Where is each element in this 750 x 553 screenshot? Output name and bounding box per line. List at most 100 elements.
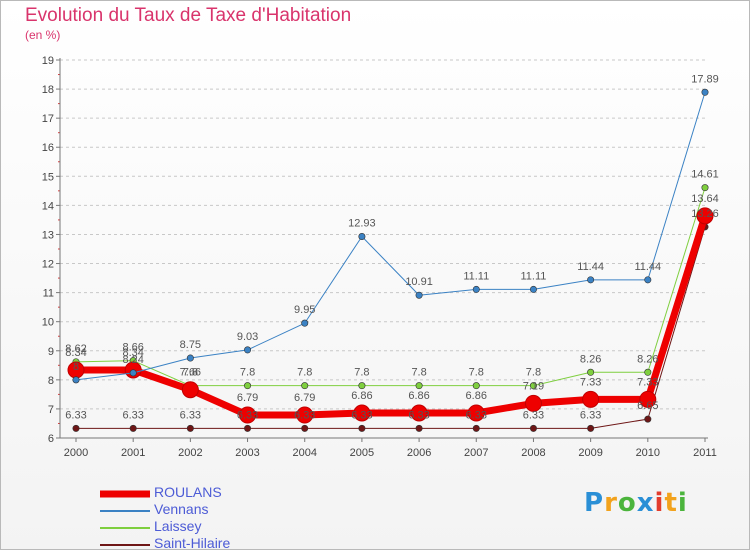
data-label: 11.44 bbox=[577, 261, 604, 273]
legend-swatch bbox=[100, 490, 150, 497]
data-label: 6.33 bbox=[294, 409, 315, 421]
y-tick-label: 16 bbox=[42, 142, 54, 154]
data-label: 6.33 bbox=[580, 409, 601, 421]
x-tick-label: 2006 bbox=[407, 447, 431, 459]
data-point bbox=[186, 354, 194, 362]
x-tick-label: 2003 bbox=[235, 447, 259, 459]
data-label: 9.03 bbox=[237, 331, 258, 343]
logo-letter: t bbox=[664, 488, 678, 518]
series-group bbox=[67, 88, 714, 432]
data-point bbox=[239, 406, 257, 424]
data-point bbox=[415, 382, 423, 390]
data-label: 6.33 bbox=[122, 409, 143, 421]
legend-label: Saint-Hilaire bbox=[154, 535, 231, 551]
data-point bbox=[696, 207, 714, 225]
data-point bbox=[72, 424, 80, 432]
data-label: 11.44 bbox=[634, 261, 661, 273]
x-tick-label: 2000 bbox=[64, 447, 88, 459]
data-point bbox=[701, 184, 709, 192]
x-tick-label: 2005 bbox=[350, 447, 374, 459]
data-label: 7.33 bbox=[637, 376, 658, 388]
data-label: 9.95 bbox=[294, 304, 315, 316]
unit-label: (en %) bbox=[25, 28, 61, 42]
data-point bbox=[472, 424, 480, 432]
data-point bbox=[72, 376, 80, 384]
data-label: 7.8 bbox=[297, 367, 312, 379]
data-label: 6.33 bbox=[351, 409, 372, 421]
data-label: 6.33 bbox=[466, 409, 487, 421]
data-label: 6.86 bbox=[351, 390, 372, 402]
data-point bbox=[524, 394, 542, 412]
data-label: 8.62 bbox=[65, 343, 86, 355]
y-tick-label: 12 bbox=[42, 259, 54, 271]
data-point bbox=[644, 415, 652, 423]
y-tick-label: 17 bbox=[42, 113, 54, 125]
logo-letter: i bbox=[654, 488, 665, 518]
legend-swatch bbox=[100, 509, 150, 512]
data-label: 13.26 bbox=[691, 208, 719, 220]
data-point bbox=[301, 382, 309, 390]
logo-letter: r bbox=[604, 488, 618, 518]
data-label: 7.33 bbox=[580, 376, 601, 388]
data-point bbox=[472, 382, 480, 390]
y-tick-label: 18 bbox=[42, 84, 54, 96]
data-label: 10.91 bbox=[405, 276, 433, 288]
axes: 6 7 8 9 10 11 12 13 14 15 16 17 18 19 2000 2001 2002 2003… bbox=[42, 55, 717, 459]
chart-title: Evolution du Taux de Taxe d'Habitation bbox=[25, 5, 352, 26]
data-point bbox=[529, 424, 537, 432]
data-point bbox=[467, 404, 485, 422]
data-label: 8.26 bbox=[637, 353, 658, 365]
data-label: 6.33 bbox=[180, 409, 201, 421]
series-line bbox=[76, 226, 706, 429]
data-point bbox=[301, 319, 309, 327]
data-label: 7.8 bbox=[526, 367, 541, 379]
data-point bbox=[587, 424, 595, 432]
y-tick-label: 8 bbox=[48, 375, 54, 387]
data-label: 6.86 bbox=[466, 390, 487, 402]
y-tick-label: 9 bbox=[48, 346, 54, 358]
data-label: 8.34 bbox=[65, 347, 86, 359]
data-point bbox=[244, 346, 252, 354]
x-tick-label: 2002 bbox=[178, 447, 202, 459]
data-point bbox=[358, 424, 366, 432]
proxiti-logo: Proxiti bbox=[584, 488, 688, 518]
data-label: 6.86 bbox=[408, 390, 429, 402]
data-point bbox=[415, 424, 423, 432]
data-label: 8.24 bbox=[122, 354, 143, 366]
logo-letter: x bbox=[636, 488, 655, 518]
data-label: 7.66 bbox=[180, 367, 201, 379]
data-label: 8.34 bbox=[122, 347, 143, 359]
y-tick-label: 10 bbox=[42, 317, 54, 329]
data-label: 8 bbox=[73, 361, 79, 373]
x-tick-label: 2009 bbox=[578, 447, 602, 459]
series-line bbox=[76, 214, 709, 419]
data-label: 7.8 bbox=[183, 367, 198, 379]
y-tick-label: 13 bbox=[42, 229, 54, 241]
data-point bbox=[296, 406, 314, 424]
x-tick-label: 2007 bbox=[464, 447, 488, 459]
data-point bbox=[415, 291, 423, 299]
logo-letter: P bbox=[584, 488, 605, 518]
data-point bbox=[301, 424, 309, 432]
data-label: 8.66 bbox=[122, 342, 143, 354]
data-label: 6.33 bbox=[523, 409, 544, 421]
data-point bbox=[639, 390, 657, 408]
logo-letter: o bbox=[617, 488, 637, 518]
series-line bbox=[75, 187, 706, 387]
data-point bbox=[244, 424, 252, 432]
data-point bbox=[129, 369, 137, 377]
gridlines bbox=[60, 59, 708, 410]
data-point bbox=[186, 424, 194, 432]
y-tick-label: 15 bbox=[42, 171, 54, 183]
y-tick-label: 11 bbox=[43, 288, 54, 300]
data-label: 8.75 bbox=[180, 339, 201, 351]
data-label: 14.61 bbox=[691, 169, 719, 181]
data-point bbox=[587, 276, 595, 284]
data-point bbox=[582, 390, 600, 408]
data-label: 6.79 bbox=[294, 392, 315, 404]
data-label: 7.8 bbox=[469, 367, 484, 379]
legend-swatch bbox=[100, 543, 150, 546]
y-tick-label: 19 bbox=[42, 55, 54, 67]
